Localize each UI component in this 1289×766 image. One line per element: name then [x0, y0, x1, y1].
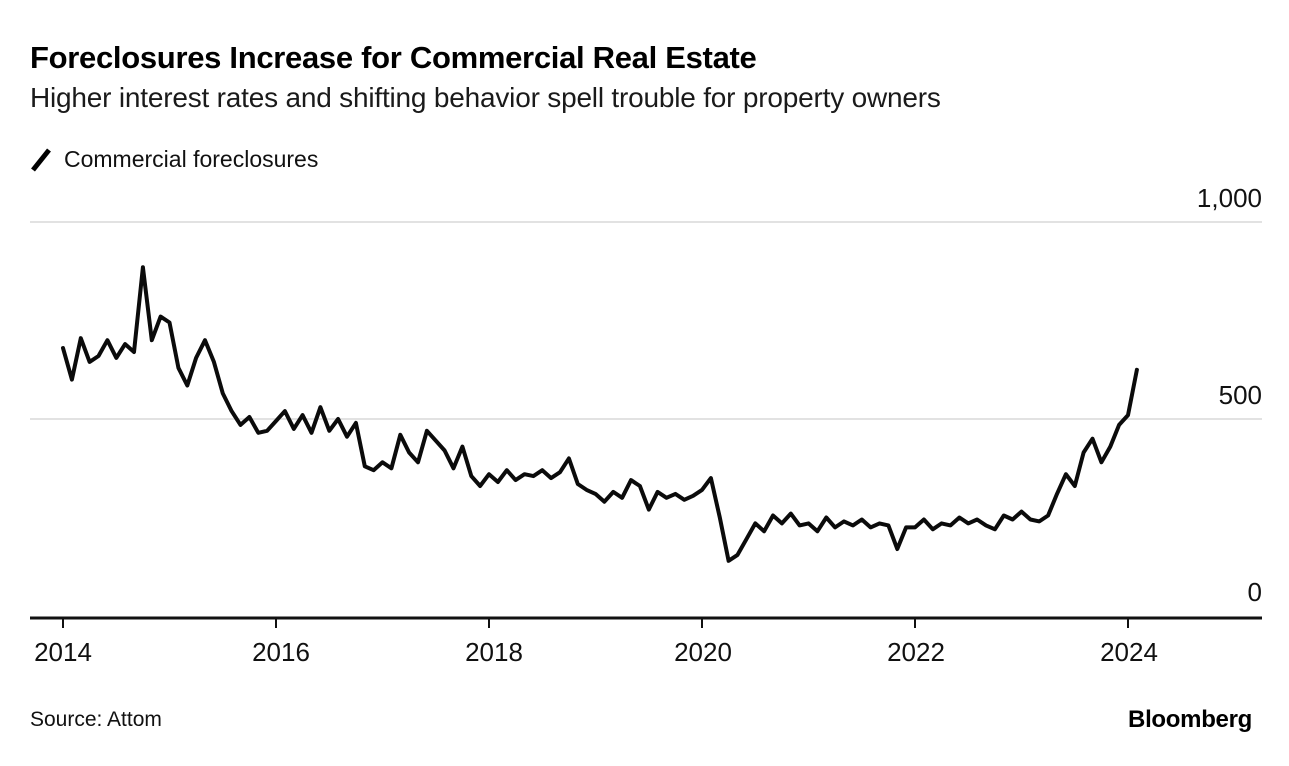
- x-axis-tick-2014: 2014: [34, 637, 92, 667]
- x-axis-tick-2024: 2024: [1100, 637, 1158, 667]
- y-axis-tick-0: 0: [1247, 577, 1262, 607]
- legend: Commercial foreclosures: [30, 146, 318, 173]
- x-axis-tick-2018: 2018: [465, 637, 523, 667]
- chart-subtitle: Higher interest rates and shifting behav…: [30, 82, 941, 113]
- series-commercial-foreclosures: [61, 265, 1139, 563]
- source-credit: Source: Attom: [30, 708, 162, 731]
- y-axis-tick-1000: 1,000: [1196, 183, 1262, 213]
- x-axis-tick-2016: 2016: [252, 637, 310, 667]
- bloomberg-logo: Bloomberg: [1128, 706, 1252, 733]
- legend-label: Commercial foreclosures: [64, 146, 319, 172]
- chart-title: Foreclosures Increase for Commercial Rea…: [30, 40, 757, 75]
- x-axis-tick-2022: 2022: [887, 637, 945, 667]
- y-axis-tick-500: 500: [1218, 380, 1262, 410]
- x-axis-tick-2020: 2020: [674, 637, 732, 667]
- legend-slash-icon: [31, 147, 51, 172]
